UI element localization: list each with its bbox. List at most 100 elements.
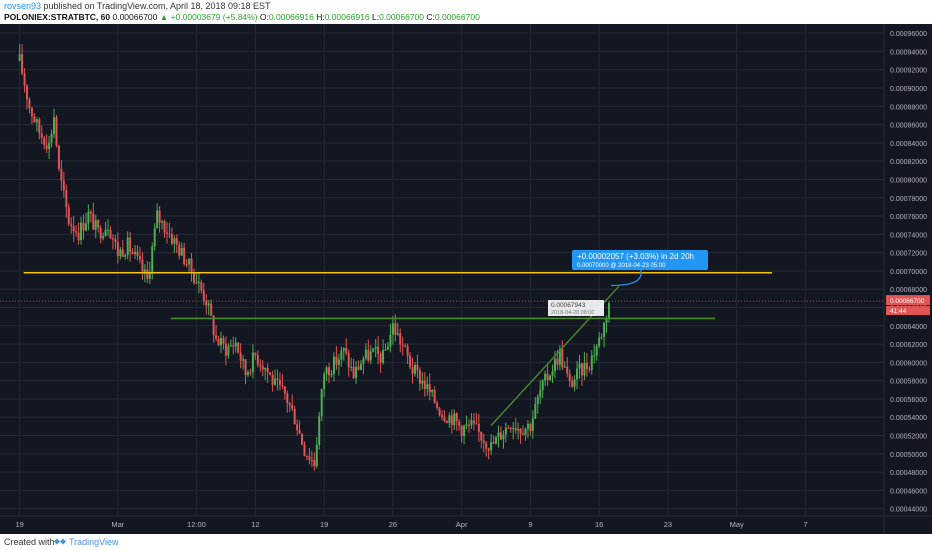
candle-body <box>517 429 520 431</box>
candle-body <box>534 404 537 419</box>
y-tick-label: 0.00046000 <box>890 488 927 495</box>
candle-body <box>355 366 358 378</box>
candle-body <box>48 142 51 150</box>
candle-body <box>134 251 137 254</box>
candle-body <box>563 366 566 368</box>
candle-body <box>330 373 333 376</box>
candle-body <box>70 224 73 227</box>
candle-body <box>185 264 188 266</box>
candle-body <box>605 318 608 323</box>
cursor-date: 2018-04-20 08:00 <box>551 310 594 316</box>
candle-body <box>288 403 291 406</box>
candle-body <box>416 364 419 371</box>
candle-body <box>301 433 304 445</box>
candle-body <box>514 428 517 431</box>
candle-body <box>163 221 166 233</box>
candle-body <box>72 226 75 232</box>
candle-body <box>315 445 318 467</box>
candle-body <box>129 237 132 253</box>
candle-body <box>436 402 439 409</box>
candle-body <box>254 352 257 356</box>
candle-body <box>426 384 429 389</box>
candle-body <box>261 366 264 370</box>
chart-area[interactable]: 0.00044000 0.00046000 0.00048000 0.00050000… <box>0 24 932 534</box>
candle-body <box>406 346 409 356</box>
x-tick-label: May <box>730 520 744 529</box>
candle-body <box>293 408 296 425</box>
y-tick-label: 0.00092000 <box>890 68 927 75</box>
candle-body <box>77 232 80 241</box>
candle-body <box>347 353 350 368</box>
candle-body <box>23 73 26 86</box>
price-chart[interactable]: 0.00044000 0.00046000 0.00048000 0.00050000… <box>0 24 932 534</box>
candle-body <box>539 390 542 397</box>
candle-body <box>84 223 87 231</box>
candle-body <box>45 145 48 150</box>
candle-body <box>480 431 483 441</box>
candle-body <box>55 117 58 146</box>
y-tick-label: 0.00048000 <box>890 470 927 477</box>
last-price: 0.00066700 <box>112 12 158 22</box>
candle-body <box>232 345 235 347</box>
candle-body <box>529 423 532 431</box>
candle-body <box>197 282 200 284</box>
candle-body <box>67 207 70 225</box>
price-axis-label: 0.00066700 <box>890 298 925 305</box>
candle-body <box>423 380 426 389</box>
candle-body <box>165 232 168 234</box>
open-label: O: <box>259 12 269 22</box>
candle-body <box>291 405 294 409</box>
candle-body <box>465 424 468 427</box>
candle-body <box>487 448 490 451</box>
x-tick-label: 16 <box>595 520 603 529</box>
candle-body <box>296 424 299 431</box>
candle-body <box>256 355 259 365</box>
created-with-label: Created with <box>4 537 55 547</box>
candle-body <box>386 346 389 350</box>
candle-body <box>558 349 561 365</box>
candle-body <box>111 238 114 240</box>
candle-body <box>411 367 414 374</box>
candle-body <box>60 168 63 181</box>
candle-body <box>443 417 446 422</box>
candle-body <box>531 418 534 431</box>
candle-body <box>328 367 331 376</box>
candle-body <box>247 372 250 376</box>
candle-body <box>472 420 475 424</box>
y-tick-label: 0.00070000 <box>890 269 927 276</box>
candle-body <box>526 423 529 429</box>
candle-body <box>50 133 53 143</box>
candle-body <box>124 255 127 257</box>
candle-body <box>183 247 186 265</box>
y-tick-label: 0.00086000 <box>890 123 927 130</box>
author-link[interactable]: rovsen93 <box>4 1 42 11</box>
candle-body <box>573 379 576 387</box>
tradingview-brand[interactable]: TradingView <box>69 537 119 547</box>
candle-body <box>33 116 36 123</box>
candle-body <box>57 145 60 169</box>
candle-body <box>482 440 485 443</box>
candle-body <box>391 323 394 335</box>
candle-body <box>485 442 488 449</box>
candle-body <box>571 380 574 387</box>
candle-body <box>404 345 407 347</box>
candle-body <box>495 437 498 444</box>
candle-body <box>286 393 289 404</box>
x-tick-label: 23 <box>664 520 672 529</box>
candle-body <box>116 241 119 257</box>
candle-body <box>588 368 591 370</box>
candle-body <box>576 368 579 380</box>
candle-body <box>364 349 367 359</box>
candle-body <box>561 349 564 368</box>
symbol-label[interactable]: POLONIEX:STRATBTC, 60 <box>4 12 111 22</box>
candle-body <box>468 424 471 426</box>
candle-body <box>119 249 122 257</box>
x-tick-label: 9 <box>528 520 532 529</box>
candle-body <box>200 282 203 291</box>
candle-body <box>323 373 326 390</box>
candle-body <box>340 350 343 360</box>
candle-body <box>229 345 232 347</box>
candle-body <box>158 210 161 223</box>
low-value: 0.00066700 <box>379 12 425 22</box>
candle-body <box>544 373 547 381</box>
